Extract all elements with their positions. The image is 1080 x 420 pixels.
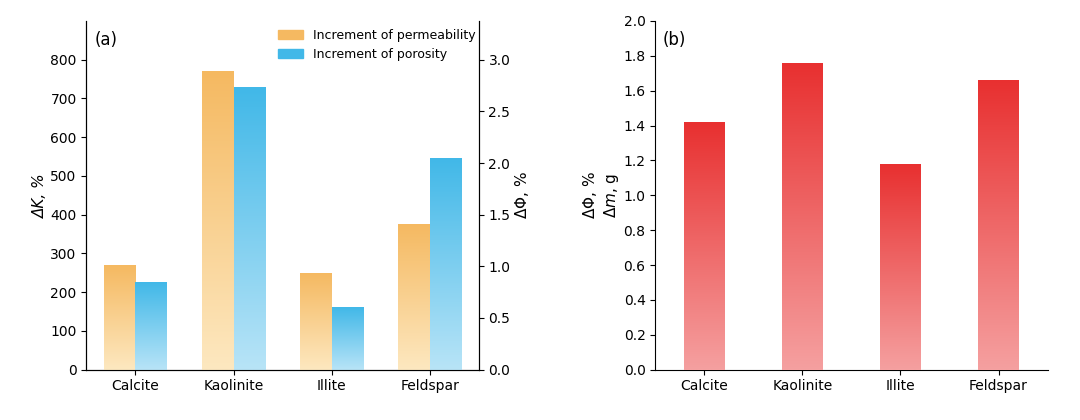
Y-axis label: $\Delta\Phi$, %: $\Delta\Phi$, % (513, 171, 531, 219)
Y-axis label: ΔK, %: ΔK, % (32, 173, 48, 218)
Y-axis label: $\Delta\Phi$, %
$\Delta m$, g: $\Delta\Phi$, % $\Delta m$, g (581, 171, 621, 219)
Text: (a): (a) (94, 32, 118, 50)
Legend: Increment of permeability, Increment of porosity: Increment of permeability, Increment of … (272, 24, 481, 66)
Text: (b): (b) (663, 32, 687, 50)
